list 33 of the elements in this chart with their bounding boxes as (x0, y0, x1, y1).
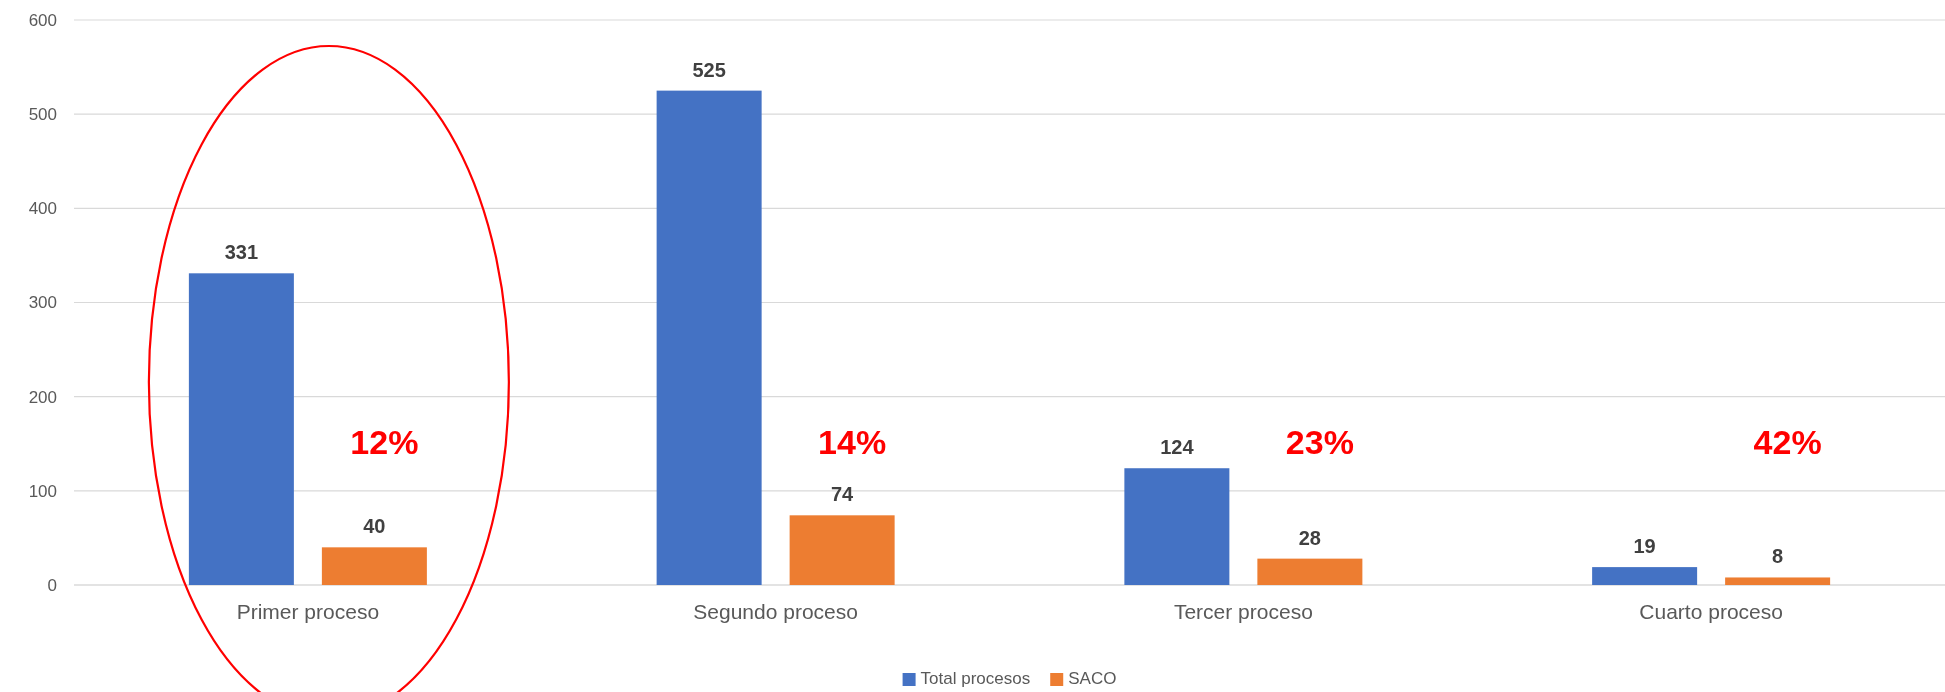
x-tick-label: Segundo proceso (693, 599, 858, 623)
x-tick-label: Primer proceso (236, 599, 380, 623)
annotation: 23% (1285, 422, 1354, 461)
y-tick-label: 0 (47, 575, 57, 595)
bar (1725, 577, 1831, 585)
data-label: 331 (224, 241, 259, 264)
y-tick-label: 100 (28, 481, 57, 501)
bar (789, 515, 895, 585)
annotation: 14% (818, 422, 887, 461)
legend-label: Total procesos (920, 669, 1031, 688)
data-label: 40 (363, 515, 386, 538)
y-tick-label: 600 (28, 10, 57, 30)
data-label: 28 (1298, 526, 1321, 549)
annotation: 12% (350, 422, 419, 461)
data-label: 124 (1160, 436, 1195, 459)
data-label: 74 (831, 483, 855, 506)
bar (1124, 468, 1230, 585)
data-label: 19 (1633, 535, 1656, 558)
y-tick-label: 300 (28, 293, 57, 313)
data-label: 8 (1772, 545, 1784, 568)
bar (1592, 567, 1698, 585)
bar (188, 273, 294, 585)
x-tick-label: Tercer proceso (1173, 599, 1313, 623)
legend-label: SACO (1068, 669, 1117, 688)
annotation: 42% (1753, 422, 1822, 461)
y-tick-label: 400 (28, 199, 57, 219)
bar (321, 547, 427, 585)
y-tick-label: 200 (28, 387, 57, 407)
bar (656, 90, 762, 585)
y-tick-label: 500 (28, 105, 57, 125)
x-tick-label: Cuarto proceso (1639, 599, 1783, 623)
data-label: 525 (692, 58, 726, 81)
bar (1257, 558, 1363, 585)
